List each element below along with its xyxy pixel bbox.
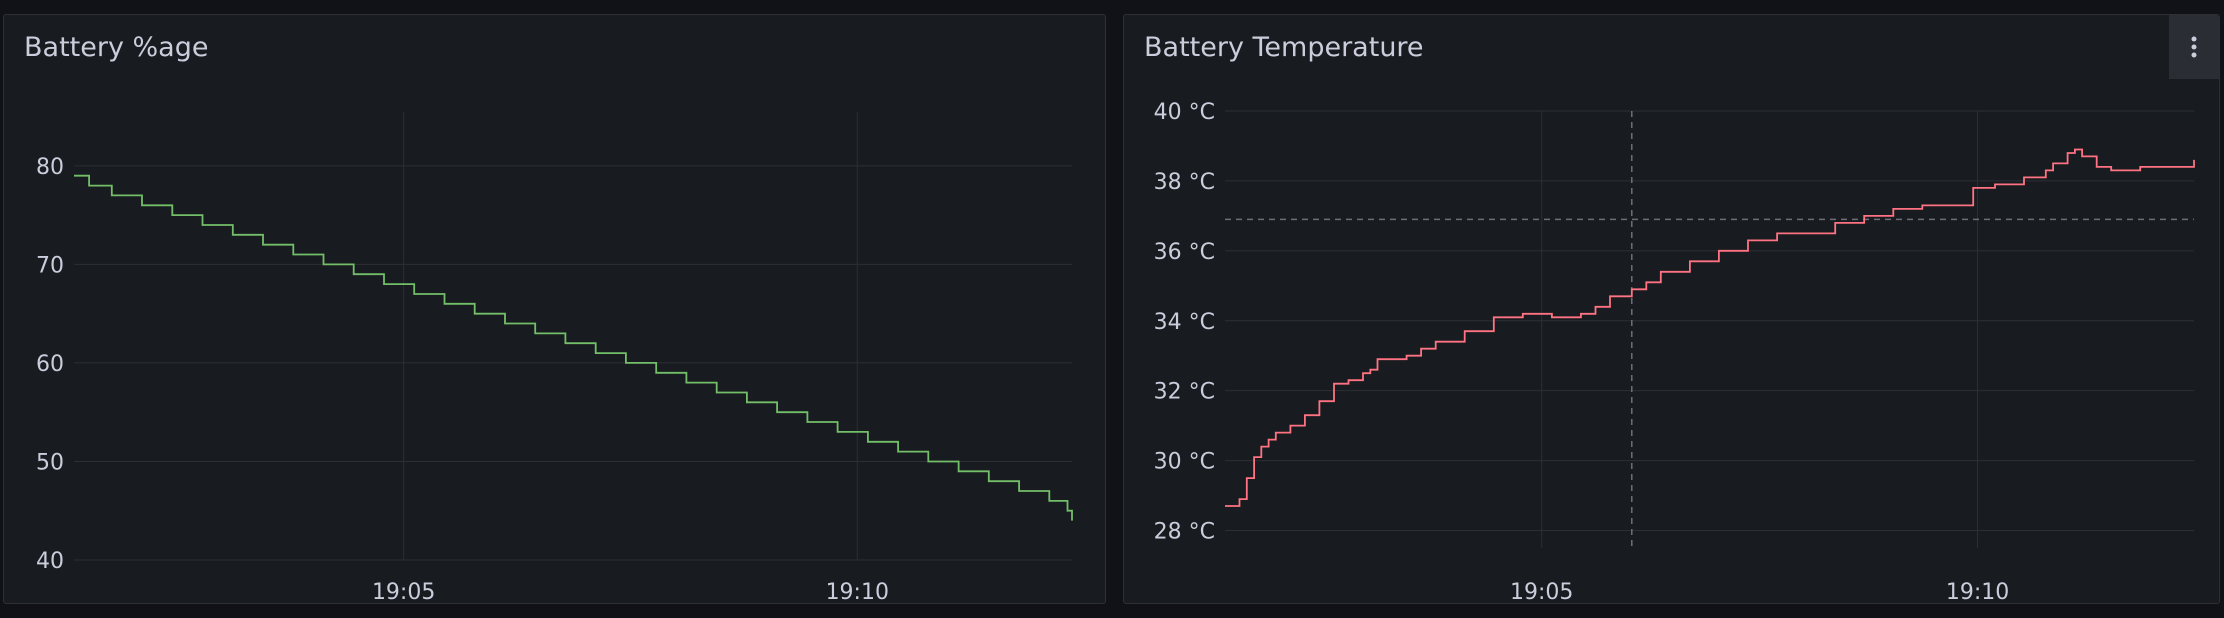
panel-title: Battery %age — [24, 32, 209, 63]
x-tick-label: 19:05 — [1510, 580, 1573, 605]
panel-menu-button[interactable] — [2169, 15, 2219, 79]
y-tick-label: 38 °C — [1154, 170, 1215, 195]
y-tick-label: 40 °C — [1154, 100, 1215, 125]
y-tick-label: 28 °C — [1154, 520, 1215, 545]
y-tick-label: 40 — [36, 549, 64, 574]
y-tick-label: 36 °C — [1154, 240, 1215, 265]
battery-temperature-chart: 28 °C 30 °C 32 °C 34 °C 36 °C 38 °C 40 °C 19:05… — [1154, 100, 2195, 605]
battery-percentage-panel: Battery %age 40 50 60 70 80 19:05 19:10 — [3, 14, 1106, 605]
series-line — [74, 174, 1073, 521]
series-line — [1225, 148, 2195, 507]
x-tick-label: 19:10 — [1946, 580, 2009, 605]
y-tick-label: 70 — [36, 253, 64, 278]
y-tick-label: 32 °C — [1154, 380, 1215, 405]
battery-temperature-panel: Battery Temperature 28 °C 30 °C 32 °C 34 °C… — [1123, 14, 2220, 605]
x-tick-label: 19:10 — [826, 580, 889, 605]
y-tick-label: 34 °C — [1154, 310, 1215, 335]
y-tick-label: 60 — [36, 352, 64, 377]
y-tick-label: 30 °C — [1154, 450, 1215, 475]
y-tick-label: 80 — [36, 155, 64, 180]
y-tick-label: 50 — [36, 450, 64, 475]
panel-title: Battery Temperature — [1144, 32, 1424, 63]
battery-percentage-chart: 40 50 60 70 80 19:05 19:10 — [36, 112, 1073, 605]
vertical-dots-menu-icon — [2191, 36, 2197, 58]
x-tick-label: 19:05 — [372, 580, 435, 605]
